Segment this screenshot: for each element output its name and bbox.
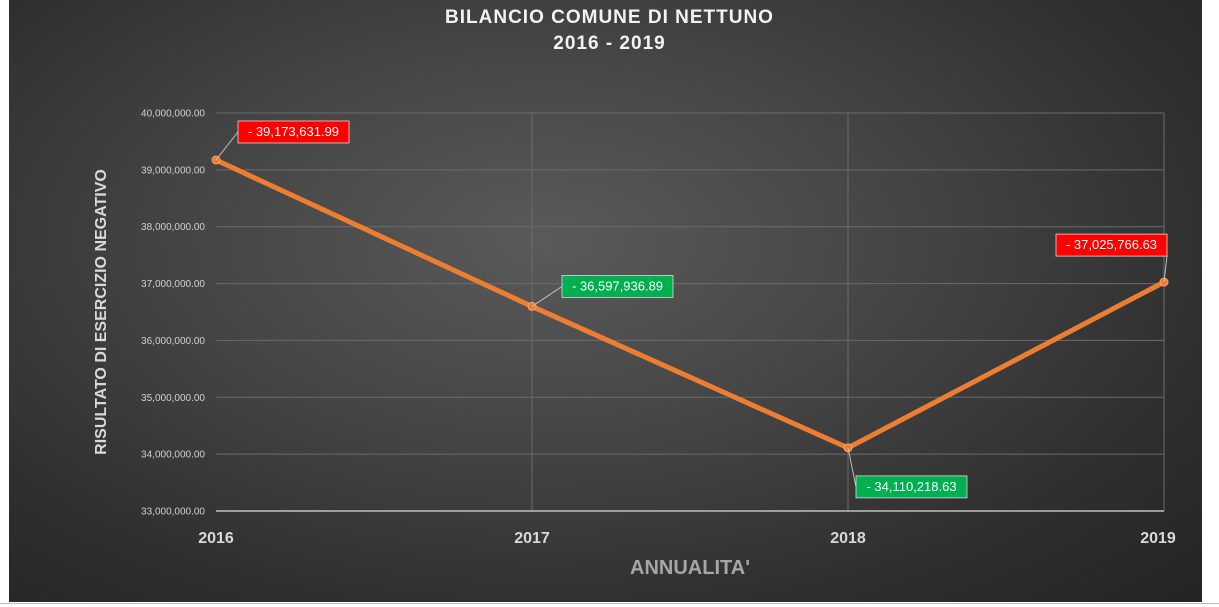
y-tick-label: 34,000,000.00 — [141, 450, 205, 461]
data-label-leader — [215, 131, 239, 161]
y-tick-label: 38,000,000.00 — [141, 222, 205, 233]
data-label: - 36,597,936.89 — [572, 278, 663, 293]
y-tick-label: 39,000,000.00 — [141, 165, 205, 176]
y-tick-label: 35,000,000.00 — [141, 393, 205, 404]
data-label-box — [561, 275, 674, 298]
y-tick-label: 37,000,000.00 — [141, 279, 205, 290]
gridlines — [216, 112, 1165, 511]
bottom-rule — [0, 603, 1219, 604]
x-tick-label: 2016 — [198, 530, 234, 547]
series-line-group — [211, 155, 1169, 453]
series-line — [213, 157, 1167, 451]
data-label-leader — [531, 286, 563, 307]
data-label-leader — [847, 447, 857, 487]
chart-area — [9, 0, 1202, 602]
data-label: - 39,173,631.99 — [248, 124, 339, 139]
data-label-leader — [1163, 256, 1168, 283]
data-label: - 37,025,766.63 — [1066, 237, 1157, 252]
y-tick-label: 40,000,000.00 — [141, 109, 205, 120]
y-tick-label: 33,000,000.00 — [141, 507, 205, 518]
data-label-box — [855, 475, 968, 499]
data-label-box — [1055, 233, 1168, 257]
data-label: - 34,110,218.63 — [866, 479, 956, 494]
x-axis-title: ANNUALITA' — [630, 557, 750, 579]
data-label-box — [237, 120, 350, 144]
axes: 33,000,000.00 34,000,000.00 35,000,000.00 3… — [141, 109, 1176, 548]
chart-subtitle: 2016 - 2019 — [553, 33, 666, 54]
x-tick-label: 2018 — [830, 530, 866, 547]
chart-title: BILANCIO COMUNE DI NETTUNO — [445, 7, 774, 28]
y-tick-label: 36,000,000.00 — [141, 336, 205, 347]
data-labels: - 39,173,631.99 - 36,597,936.89 - 34,110,2… — [215, 120, 1168, 499]
x-tick-label: 2019 — [1140, 530, 1176, 547]
x-tick-label: 2017 — [514, 530, 550, 547]
